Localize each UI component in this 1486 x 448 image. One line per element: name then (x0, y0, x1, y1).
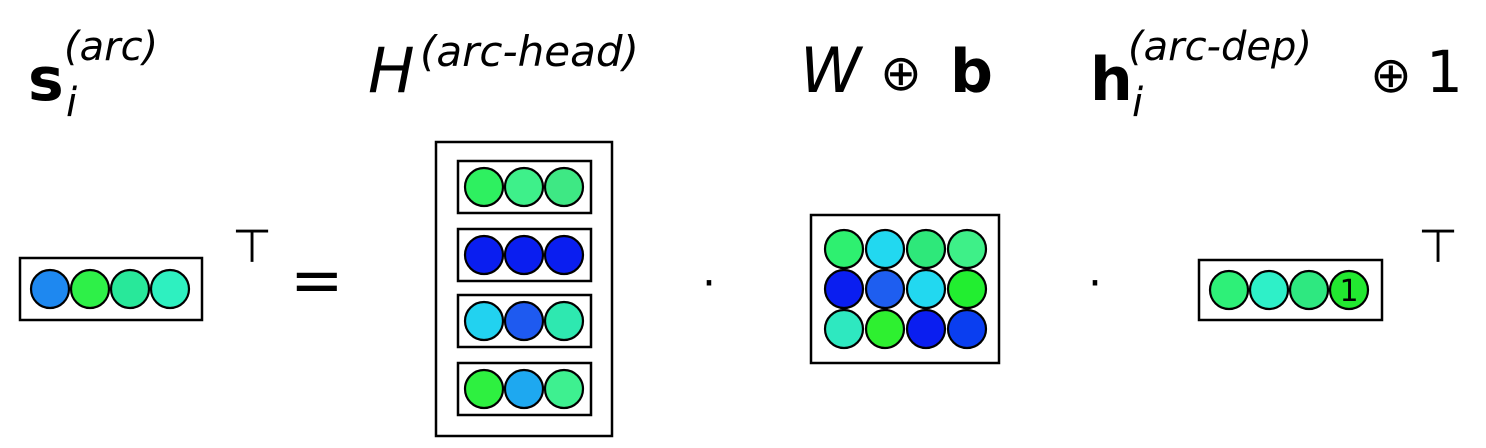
H-cell-r3-c2 (503, 300, 545, 342)
W-cell-r2-c1 (823, 268, 865, 310)
s-transpose-symbol: ⊤ (232, 219, 272, 273)
W-cell-r2-c3 (905, 268, 947, 310)
h-cell-2 (1248, 269, 1290, 311)
dot-operator-2: · (1088, 258, 1102, 309)
W-cell-r3-c2 (864, 308, 906, 350)
h-cell-1 (1208, 269, 1250, 311)
H-cell-r1-c3 (543, 166, 585, 208)
h-cell-3 (1288, 269, 1330, 311)
s-vector-cells (29, 268, 191, 310)
H-cell-r2-c2 (503, 234, 545, 276)
H-cell-r3-c3 (543, 300, 585, 342)
label-h-oplus: ⊕ (1370, 46, 1412, 104)
label-W-plus-b: W ⊕ b (800, 34, 993, 107)
h-last-cell-label: 1 (1339, 274, 1358, 309)
label-s-superscript: (arc) (64, 24, 158, 70)
W-cell-r1-c1 (823, 228, 865, 270)
label-h-base: h (1090, 45, 1133, 115)
s-cell-4 (149, 268, 191, 310)
label-W-base: W (800, 34, 864, 107)
W-cell-r1-c3 (905, 228, 947, 270)
H-cell-r4-c2 (503, 368, 545, 410)
W-cell-r2-c2 (864, 268, 906, 310)
W-cell-r3-c3 (905, 308, 947, 350)
label-H-superscript: (arc-head) (420, 27, 639, 76)
label-h-one: 1 (1426, 38, 1463, 106)
label-H-arc-head: H (arc-head) (368, 27, 639, 107)
W-matrix-cells (823, 228, 988, 350)
label-W-b: b (950, 37, 993, 107)
s-cell-1 (29, 268, 71, 310)
W-cell-r2-c4 (946, 268, 988, 310)
W-cell-r1-c2 (864, 228, 906, 270)
label-H-base: H (368, 34, 415, 107)
label-s-subscript: i (66, 80, 77, 126)
W-cell-r3-c1 (823, 308, 865, 350)
dot-operator-1: · (702, 258, 716, 309)
label-h-arc-dep: h i (arc-dep) ⊕ 1 (1090, 24, 1463, 126)
H-matrix-rows (456, 159, 593, 417)
W-cell-r3-c4 (946, 308, 988, 350)
H-cell-r1-c1 (463, 166, 505, 208)
H-cell-r2-c3 (543, 234, 585, 276)
H-cell-r4-c1 (463, 368, 505, 410)
s-cell-2 (69, 268, 111, 310)
equals-sign: = (290, 244, 344, 318)
h-vector-cells: 1 (1208, 269, 1370, 311)
H-cell-r1-c2 (503, 166, 545, 208)
label-W-oplus: ⊕ (880, 44, 922, 102)
label-s-base: s (28, 45, 64, 115)
h-cell-4 (1328, 269, 1370, 311)
h-transpose-symbol: ⊤ (1418, 219, 1458, 273)
label-h-superscript: (arc-dep) (1128, 24, 1312, 70)
H-cell-r4-c3 (543, 368, 585, 410)
H-cell-r3-c1 (463, 300, 505, 342)
label-s-arc: s i (arc) (28, 24, 158, 126)
H-cell-r2-c1 (463, 234, 505, 276)
s-cell-3 (109, 268, 151, 310)
W-cell-r1-c4 (946, 228, 988, 270)
label-h-subscript: i (1132, 80, 1143, 126)
